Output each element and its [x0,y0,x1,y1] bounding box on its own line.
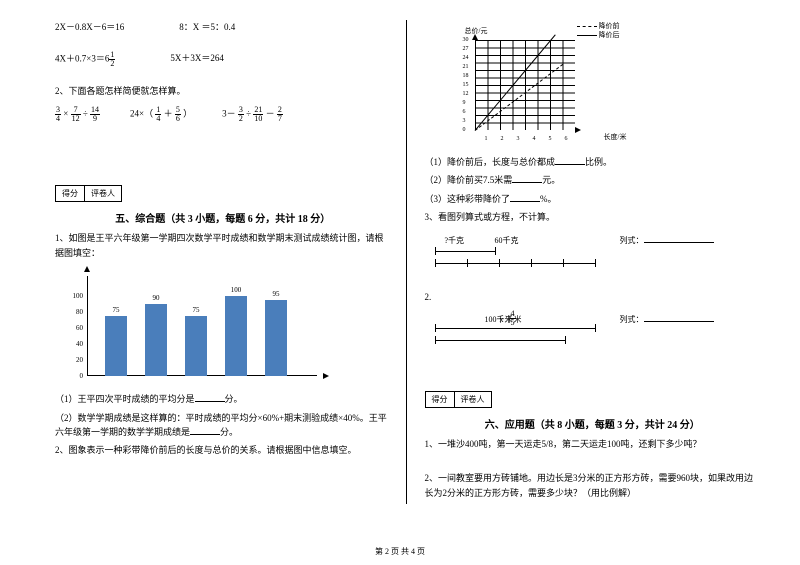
r3: （3）这种彩带降价了%。 [425,192,761,206]
q5-2: 2、图象表示一种彩带降价前后的长度与总价的关系。请根据图中信息填空。 [55,443,391,457]
expr-a: 34 × 712 ÷ 149 [55,106,100,123]
expr-c: 3－ 32 ÷ 2110 － 27 [222,106,283,123]
score-box: 得分评卷人 [55,185,122,202]
r1: （1）降价前后，长度与总价都成比例。 [425,155,761,169]
q5-1-2: （2）数学学期成绩是这样算的：平时成绩的平均分×60%+期末测验成绩×40%。王… [55,411,391,440]
equation-2b: 5X＋3X＝264 [170,51,224,68]
expr-b: 24×（ 14 ＋ 56 ） [130,106,192,123]
bar-chart: 020406080100 75907510095 [65,268,325,388]
section-6-title: 六、应用题（共 8 小题，每题 3 分，共计 24 分） [425,416,761,431]
page-footer: 第 2 页 共 4 页 [0,546,800,557]
segment-diagram-2: 45 100千米 x 千米 列式： [425,314,761,369]
line-chart: 降价前 降价后 总价/元 长度/米 3027242118151296301234… [455,20,605,150]
equation-1a: 2X－0.8X－6＝16 [55,20,124,33]
equation-2a: 4X＋0.7×3＝612 [55,51,115,68]
question-2-intro: 2、下面各题怎样简便就怎样算。 [55,84,391,98]
segment-diagram-1: ?千克 60千克 列式： [425,235,761,280]
q6-2: 2、一间教室要用方砖铺地。用边长是3分米的正方形方砖，需要960块，如果改用边长… [425,471,761,500]
q5-1-1: （1）王平四次平时成绩的平均分是分。 [55,392,391,406]
q5-1-text: 1、如图是王平六年级第一学期四次数学平时成绩和数学期末测试成绩统计图，请根据图填… [55,231,391,260]
q6-1: 1、一堆沙400吨，第一天运走5/8，第二天运走100吨，还剩下多少吨？ [425,437,761,451]
q3: 3、看图列算式或方程，不计算。 [425,210,761,224]
score-box-2: 得分评卷人 [425,391,492,408]
r2: （2）降价前买7.5米需元。 [425,173,761,187]
equation-1b: 8：X ＝5：0.4 [179,20,235,33]
seg2-num: 2. [425,290,761,304]
section-5-title: 五、综合题（共 3 小题，每题 6 分，共计 18 分） [55,210,391,225]
